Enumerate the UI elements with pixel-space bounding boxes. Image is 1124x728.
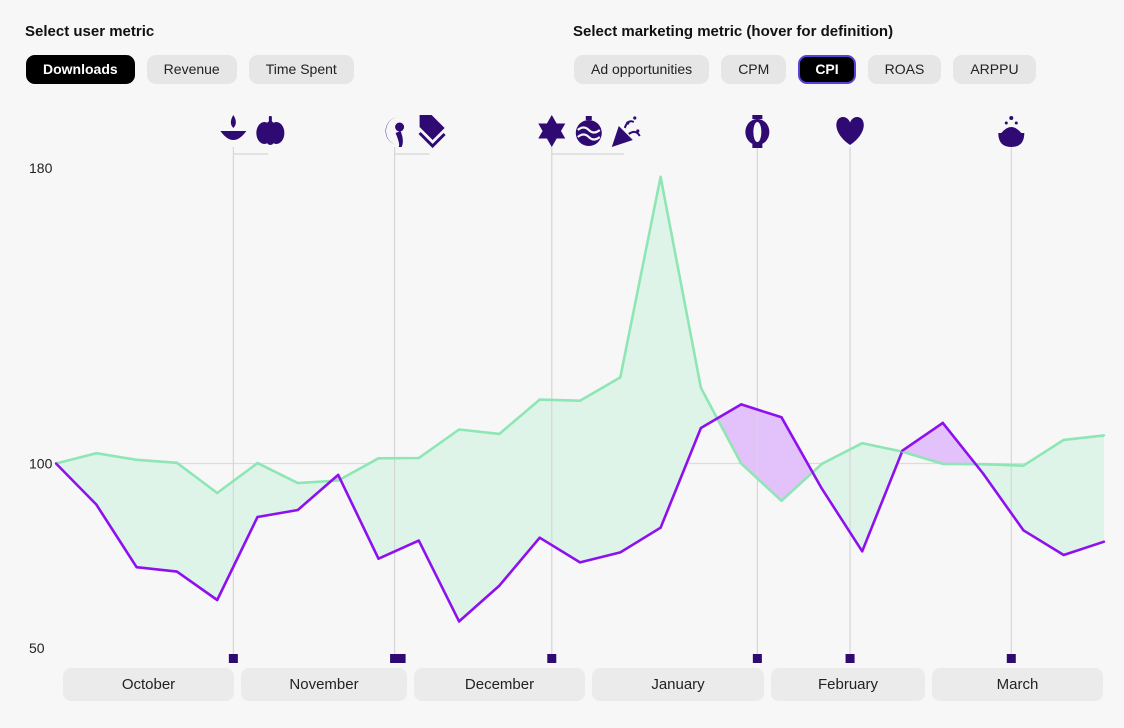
downloads-point	[296, 481, 300, 485]
downloads-point	[498, 432, 501, 436]
event-marker[interactable]	[396, 654, 406, 663]
cpi-point	[296, 508, 300, 512]
cpi-point	[820, 487, 824, 490]
y-tick-label: 180	[29, 160, 53, 176]
downloads-point	[1102, 434, 1106, 437]
cpm-pill[interactable]: CPM	[721, 55, 787, 84]
downloads-point	[619, 376, 622, 379]
downloads-point	[659, 175, 662, 179]
event-marker[interactable]	[547, 654, 557, 663]
downloads-point	[256, 461, 259, 465]
downloads-point	[135, 458, 138, 462]
event-marker[interactable]	[390, 654, 400, 663]
lantern-icon[interactable]	[745, 115, 770, 148]
cpi-point	[901, 449, 904, 452]
cpi-point	[538, 536, 541, 539]
downloads-point	[699, 386, 703, 389]
cpi-point	[457, 620, 461, 623]
month-december[interactable]: December	[414, 668, 585, 701]
cpi-pill[interactable]: CPI	[798, 55, 856, 84]
cpi-point	[135, 565, 138, 569]
downloads-point	[457, 428, 461, 431]
marketing-metric-label: Select marketing metric (hover for defin…	[573, 23, 894, 40]
ornament-icon[interactable]	[575, 116, 602, 146]
cpi-point	[659, 526, 662, 529]
downloads-point	[578, 399, 582, 402]
cpi-point	[981, 472, 985, 475]
cpi-point	[1062, 553, 1065, 557]
cpi-point	[578, 561, 582, 564]
cpi-point	[175, 570, 179, 573]
downloads-point	[538, 398, 541, 401]
revenue-pill[interactable]: Revenue	[146, 55, 237, 84]
cpi-point	[498, 584, 501, 587]
user-metric-label: Select user metric	[25, 23, 155, 40]
time-spent-pill[interactable]: Time Spent	[248, 55, 354, 84]
event-marker[interactable]	[228, 654, 238, 663]
cpi-point	[740, 403, 743, 406]
cpi-point	[216, 598, 219, 602]
downloads-point	[1062, 438, 1065, 442]
turkey-icon[interactable]	[385, 117, 405, 147]
cpi-point	[336, 473, 340, 477]
roas-pill[interactable]: ROAS	[867, 55, 942, 84]
iftar-bowl-icon[interactable]	[998, 116, 1025, 147]
cpi-point	[699, 426, 703, 430]
cpi-point	[1102, 540, 1106, 543]
party-popper-icon[interactable]	[611, 116, 641, 147]
month-january[interactable]: January	[592, 668, 764, 701]
cpi-point	[941, 421, 944, 425]
cpi-point	[95, 503, 98, 506]
downloads-point	[860, 441, 864, 445]
month-november[interactable]: November	[241, 668, 407, 701]
month-february[interactable]: February	[771, 668, 925, 701]
arppu-pill[interactable]: ARPPU	[953, 55, 1036, 84]
downloads-point	[1022, 464, 1025, 467]
cpi-point	[1022, 529, 1025, 532]
pumpkin-icon[interactable]	[256, 116, 285, 145]
cpi-point	[377, 557, 380, 560]
cpi-point	[860, 550, 864, 553]
downloads-point	[216, 491, 219, 495]
cpi-point	[256, 515, 259, 519]
cpi-point	[780, 416, 783, 419]
heart-icon[interactable]	[836, 117, 864, 145]
downloads-point	[95, 451, 98, 455]
downloads-point	[780, 499, 783, 502]
downloads-point	[377, 457, 380, 460]
month-october[interactable]: October	[63, 668, 234, 701]
downloads-point	[336, 479, 340, 482]
cpi-point	[619, 551, 622, 554]
downloads-point	[175, 461, 179, 464]
user-metric-selector: Downloads Revenue Time Spent	[26, 55, 354, 84]
star-of-david-icon[interactable]	[538, 115, 566, 147]
downloads-point	[941, 462, 944, 466]
downloads-point	[981, 463, 985, 466]
ad-opportunities-pill[interactable]: Ad opportunities	[574, 55, 710, 84]
event-marker[interactable]	[752, 654, 762, 663]
marketing-metric-selector: Ad opportunities CPM CPI ROAS ARPPU	[574, 55, 1036, 84]
price-tag-icon[interactable]	[418, 115, 446, 149]
downloads-point	[417, 456, 420, 460]
month-march[interactable]: March	[932, 668, 1103, 701]
cpi-point	[417, 539, 420, 542]
event-marker[interactable]	[1006, 654, 1016, 663]
diya-icon[interactable]	[220, 115, 247, 140]
cpi-point	[54, 462, 58, 465]
downloads-point	[820, 462, 824, 466]
y-tick-label: 100	[29, 456, 53, 472]
y-tick-label: 50	[29, 640, 45, 656]
downloads-point	[740, 462, 743, 465]
event-marker[interactable]	[845, 654, 855, 663]
downloads-pill[interactable]: Downloads	[26, 55, 135, 84]
gap-fill-downloads-higher	[56, 176, 1104, 622]
